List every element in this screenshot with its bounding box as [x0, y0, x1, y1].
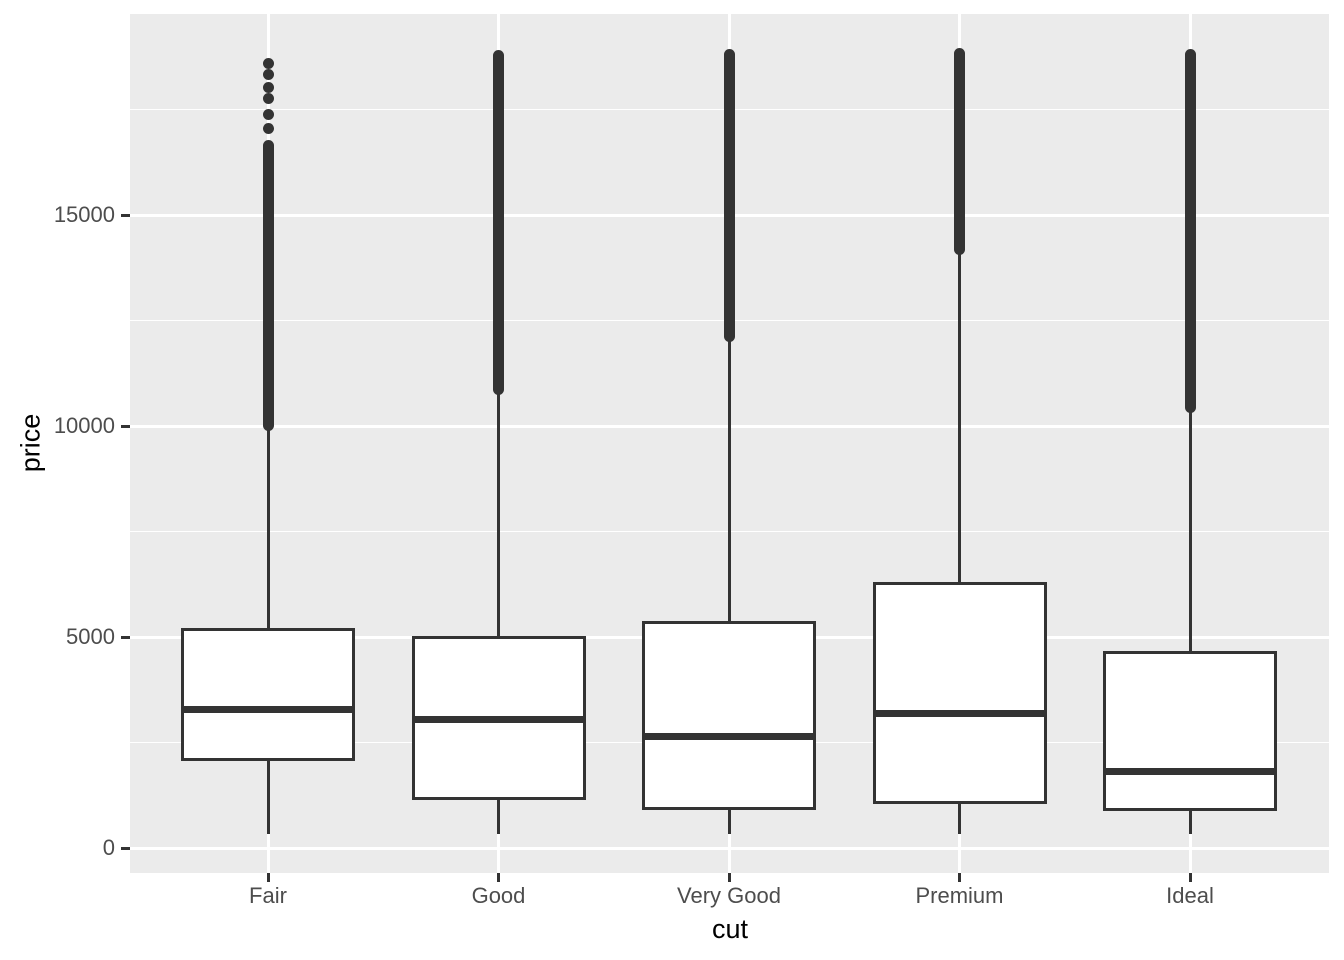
lower-whisker [727, 809, 731, 834]
upper-whisker [497, 390, 500, 636]
upper-whisker [727, 340, 731, 622]
y-tick-label: 0 [102, 835, 115, 860]
y-tick-mark [121, 846, 130, 850]
outlier-column [723, 49, 735, 343]
outlier-point [262, 122, 274, 134]
plot-panel [130, 14, 1329, 873]
lower-whisker [1188, 810, 1192, 835]
x-tick-mark [497, 873, 500, 882]
outlier-column [262, 139, 274, 431]
y-tick-mark [121, 635, 130, 639]
lower-whisker [958, 803, 961, 835]
x-tick-mark [1188, 873, 1192, 882]
outlier-point [262, 92, 274, 104]
median-line [1103, 768, 1277, 776]
x-tick-mark [266, 873, 270, 882]
upper-whisker [266, 428, 270, 629]
x-axis-title: cut [711, 914, 749, 944]
outlier-point [262, 69, 274, 81]
median-line [642, 732, 816, 740]
y-tick-mark [121, 213, 130, 217]
x-tick-label: Very Good [677, 883, 781, 908]
outlier-column [954, 48, 965, 256]
y-tick-mark [121, 424, 130, 428]
upper-whisker [958, 252, 961, 583]
y-tick-label: 10000 [53, 413, 115, 438]
outlier-point [262, 57, 274, 69]
outlier-point [262, 109, 274, 121]
iqr-box [181, 628, 355, 762]
lower-whisker [497, 799, 500, 835]
median-line [411, 715, 586, 723]
iqr-box [1103, 650, 1277, 811]
iqr-box [872, 582, 1047, 804]
outlier-point [262, 81, 274, 93]
outlier-column [1184, 49, 1196, 414]
y-axis-title: price [15, 413, 46, 473]
lower-whisker [266, 761, 270, 834]
x-tick-label: Ideal [1166, 883, 1214, 908]
x-tick-label: Fair [249, 883, 287, 908]
y-tick-label: 5000 [66, 624, 115, 649]
x-tick-label: Premium [915, 883, 1004, 908]
median-line [181, 705, 355, 713]
upper-whisker [1188, 412, 1192, 651]
x-tick-mark [727, 873, 731, 882]
y-tick-label: 15000 [53, 202, 115, 227]
iqr-box [642, 621, 816, 810]
x-tick-mark [958, 873, 961, 882]
x-tick-label: Good [471, 883, 526, 908]
outlier-column [493, 49, 504, 395]
median-line [872, 710, 1047, 718]
